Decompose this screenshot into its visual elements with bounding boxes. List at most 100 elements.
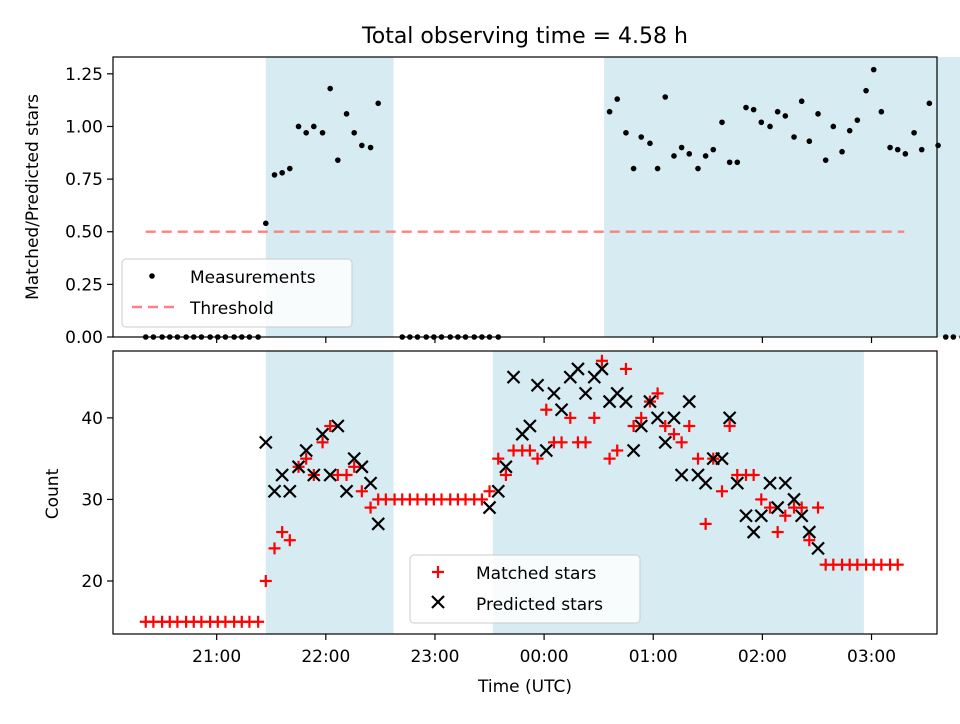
matched-star-point <box>683 420 696 433</box>
top-ytick-label: 0.50 <box>65 223 103 243</box>
predicted-star-point <box>722 411 737 425</box>
predicted-star-point <box>634 419 649 433</box>
predicted-star-point <box>291 460 306 474</box>
bottom-xtick-label: 00:00 <box>520 647 569 667</box>
measurement-point <box>815 111 821 117</box>
predicted-star-point <box>802 525 817 539</box>
matched-star-point <box>252 615 265 628</box>
legend-predicted-marker <box>431 595 445 609</box>
x-axis-label: Time (UTC) <box>477 677 572 697</box>
measurement-point <box>887 144 893 151</box>
measurement-point <box>686 151 693 157</box>
measurement-point <box>647 140 653 147</box>
measurement-point <box>295 123 302 130</box>
matched-star-point <box>475 493 488 506</box>
predicted-star-point <box>482 500 497 515</box>
predicted-star-point <box>275 468 289 482</box>
legend-matched-label: Matched stars <box>476 564 596 584</box>
top-axis-ticks: 0.00 0.25 0.50 0.75 1.00 1.25 <box>65 65 873 348</box>
bottom-axis-ticks: 20 30 40 21:00 22:00 23:00 00:00 01:00 02:00 03:0… <box>81 409 896 667</box>
predicted-star-point <box>794 508 809 523</box>
measurement-point <box>734 159 741 166</box>
matched-star-point <box>283 534 296 547</box>
matched-star-point <box>795 501 808 514</box>
measurement-point <box>606 108 613 115</box>
predicted-star-point <box>658 435 673 450</box>
bottom-xtick-label: 22:00 <box>301 647 350 667</box>
predicted-star-point <box>698 476 713 490</box>
predicted-star-point <box>299 443 313 458</box>
predicted-star-point <box>339 484 354 499</box>
chart-title: Total observing time = 4.58 h <box>361 24 688 49</box>
matched-stars-points <box>139 354 904 628</box>
measurement-point <box>830 123 837 130</box>
measurement-point <box>719 119 725 126</box>
measurement-point <box>335 157 341 163</box>
measurement-point <box>311 123 317 130</box>
predicted-star-point <box>355 460 369 474</box>
measurement-point <box>351 129 357 136</box>
matched-star-point <box>812 501 825 514</box>
matched-star-point <box>691 452 704 465</box>
predicted-star-point <box>523 419 537 433</box>
bottom-legend-box <box>409 554 641 624</box>
predicted-star-point <box>754 508 769 523</box>
bottom-panel: 20 30 40 21:00 22:00 23:00 00:00 01:00 02:00 03:0… <box>43 350 938 697</box>
measurement-point <box>319 129 326 136</box>
predicted-star-point <box>739 508 753 523</box>
measurement-point <box>327 85 333 92</box>
bottom-ylabel: Count <box>43 468 63 519</box>
predicted-star-point <box>746 525 761 539</box>
matched-star-point <box>779 509 792 522</box>
measurement-point <box>798 98 805 105</box>
matched-star-point <box>564 411 577 424</box>
predicted-star-point <box>595 362 609 376</box>
predicted-star-point <box>787 492 801 507</box>
matched-star-point <box>316 436 329 449</box>
matched-star-point <box>492 452 505 465</box>
matched-star-point <box>595 354 608 367</box>
measurement-point <box>678 144 685 151</box>
bottom-xtick-label: 01:00 <box>629 647 678 667</box>
matched-star-point <box>715 485 728 498</box>
matched-star-point <box>651 387 664 400</box>
predicted-star-point <box>667 411 681 425</box>
matched-star-point <box>764 501 777 514</box>
predicted-star-point <box>770 500 785 515</box>
matched-star-point <box>747 468 760 481</box>
predicted-star-point <box>763 476 777 490</box>
top-legend-box <box>121 258 353 328</box>
predicted-star-point <box>307 468 321 482</box>
matched-star-point <box>619 362 632 375</box>
measurement-point <box>271 172 278 178</box>
matched-star-point <box>579 436 592 449</box>
top-shaded-spans <box>265 57 960 337</box>
measurement-point <box>822 157 829 163</box>
measurement-point <box>839 148 845 155</box>
matched-star-point <box>340 468 353 481</box>
predicted-star-point <box>715 451 729 466</box>
bottom-legend: Matched stars Predicted stars <box>409 554 641 624</box>
measurement-point <box>774 108 781 115</box>
predicted-star-point <box>682 394 697 409</box>
measurement-point <box>375 100 382 107</box>
measurement-point <box>671 153 677 159</box>
measurement-point <box>791 134 797 140</box>
measurement-point <box>758 119 765 126</box>
predicted-star-point <box>499 460 513 474</box>
bottom-xtick-label: 03:00 <box>847 647 896 667</box>
legend-predicted-label: Predicted stars <box>476 595 603 615</box>
matched-star-point <box>364 501 377 514</box>
measurement-point <box>695 165 701 172</box>
matched-star-point <box>355 485 368 498</box>
matched-star-point <box>499 468 512 481</box>
top-ytick-label: 1.00 <box>65 117 103 137</box>
predicted-star-point <box>371 517 385 531</box>
matched-star-point <box>531 452 544 465</box>
measurement-point <box>942 334 949 340</box>
bottom-xtick-label: 23:00 <box>410 647 459 667</box>
matched-star-point <box>771 526 784 539</box>
top-axes-frame <box>112 56 938 338</box>
matched-star-point <box>259 574 272 587</box>
measurement-point <box>743 104 749 111</box>
